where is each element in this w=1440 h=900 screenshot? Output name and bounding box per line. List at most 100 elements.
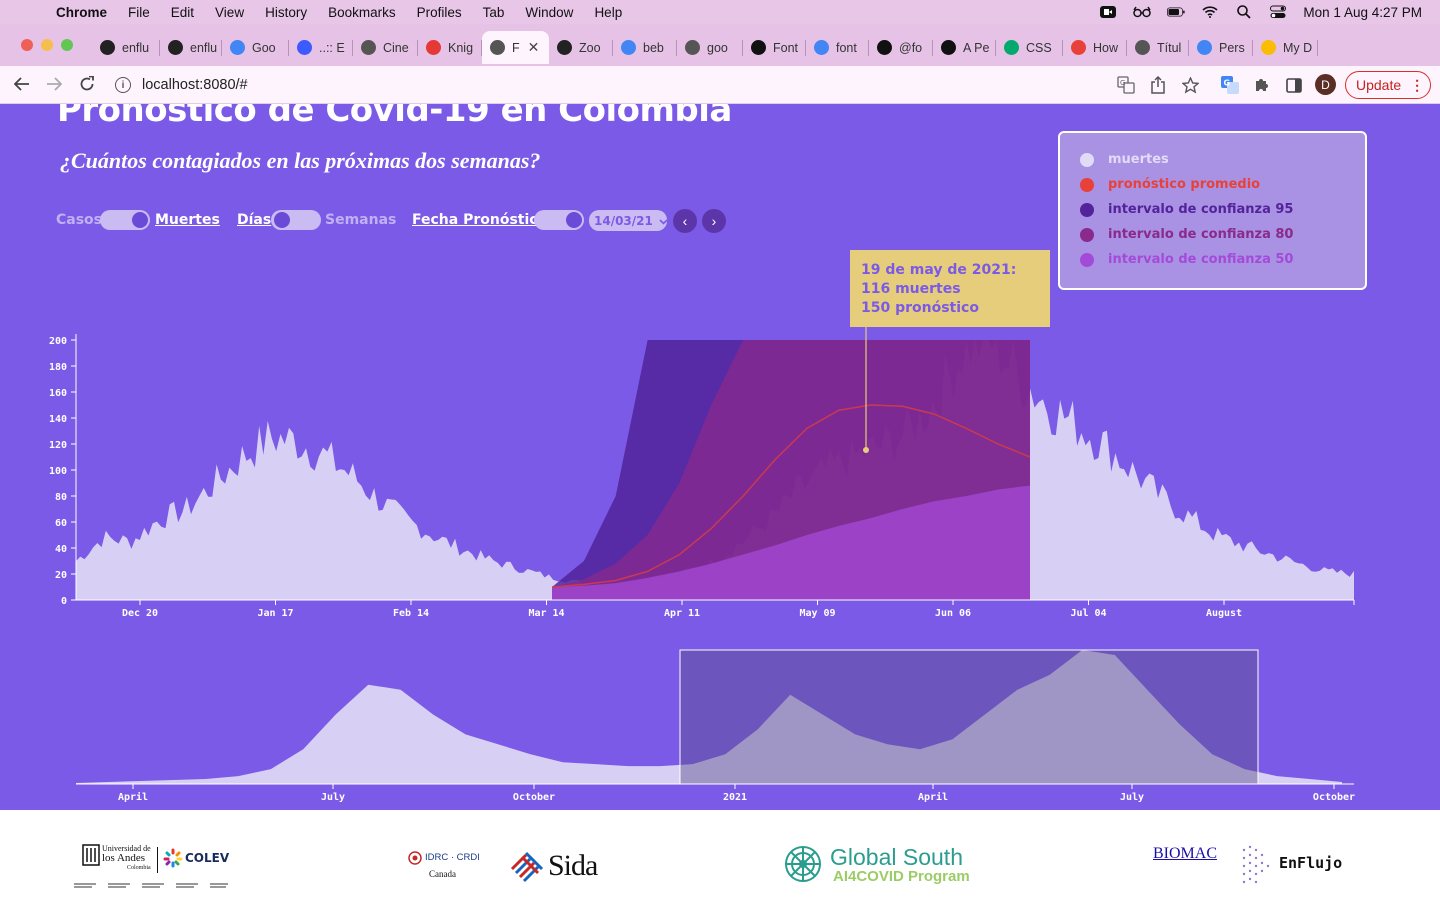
more-menu-icon[interactable]: ⋮ [1410,76,1425,93]
brush-chart[interactable]: April July October 2021 April July October [0,104,1440,810]
legend-label: intervalo de confianza 50 [1108,252,1294,267]
m-icon [877,40,892,55]
tab-5[interactable]: Knig [418,31,482,64]
browser-toolbar: i localhost:8080/# G G D Update ⋮ [0,66,1440,104]
previous-date-button[interactable]: ‹ [673,209,697,233]
tab-18[interactable]: My D [1253,31,1318,64]
menu-view[interactable]: View [215,4,245,20]
tooltip-point [863,447,869,453]
window-close-button[interactable] [21,39,33,51]
legend-item-ci95[interactable]: intervalo de confianza 95 [1080,202,1293,217]
update-button[interactable]: Update ⋮ [1345,71,1431,99]
address-url[interactable]: localhost:8080/# [142,77,248,93]
google-translate-extension-icon[interactable]: G [1220,75,1240,95]
legend-dot [1080,202,1094,217]
fecha-pronostico-label[interactable]: Fecha Pronóstico [412,212,548,228]
menu-bookmarks[interactable]: Bookmarks [328,4,396,20]
address-bar[interactable]: i localhost:8080/# [108,71,1212,99]
battery-icon[interactable] [1167,5,1186,19]
menu-tab[interactable]: Tab [482,4,505,20]
menu-history[interactable]: History [265,4,308,20]
tab-1[interactable]: enflu [160,31,222,64]
y-tick-label: 0 [61,596,67,607]
window-minimize-button[interactable] [41,39,53,51]
next-date-button[interactable]: › [702,209,726,233]
tab-close-icon[interactable]: ✕ [527,39,540,55]
profile-avatar[interactable]: D [1315,74,1336,95]
tab-label: Knig [448,40,474,55]
tooltip-pronostico: 150 pronóstico [861,300,979,316]
share-icon[interactable] [1148,75,1168,95]
google-icon [1197,40,1212,55]
window-zoom-button[interactable] [61,39,73,51]
grid-icon [297,40,312,55]
tab-0[interactable]: enflu [92,31,160,64]
browser-tab-strip: enflu enflu Goo..:: E Cine Knig F ✕ Zoo beb goo Fo… [0,24,1440,84]
tab-7[interactable]: Zoo [549,31,613,64]
menu-profiles[interactable]: Profiles [416,4,462,20]
legend-item-ci50[interactable]: intervalo de confianza 50 [1080,252,1293,267]
tab-4[interactable]: Cine [353,31,418,64]
muertes-label[interactable]: Muertes [155,212,220,228]
tab-label: @fo [899,40,923,55]
reload-button[interactable] [76,73,98,95]
uniandes-name: Universidad de [102,844,151,853]
extensions-puzzle-icon[interactable] [1252,75,1272,95]
menu-edit[interactable]: Edit [170,4,195,20]
tab-2[interactable]: Goo [222,31,289,64]
google-icon [814,40,829,55]
tab-3[interactable]: ..:: E [289,31,353,64]
wifi-icon[interactable] [1201,5,1219,19]
forecast-date-select[interactable]: 14/03/21 [589,210,668,231]
svg-text:G: G [1224,79,1231,88]
tab-15[interactable]: How [1063,31,1127,64]
tab-9[interactable]: goo [677,31,743,64]
tab-13[interactable]: A Pe [933,31,996,64]
fecha-pronostico-toggle[interactable] [534,210,584,230]
dias-label[interactable]: Días [237,212,272,228]
camera-icon[interactable] [1099,5,1117,19]
tab-label: beb [643,40,664,55]
tab-separator [612,40,613,56]
legend-item-ci80[interactable]: intervalo de confianza 80 [1080,227,1293,242]
tab-label: A Pe [963,40,990,55]
dias-semanas-toggle[interactable] [271,210,321,230]
side-panel-icon[interactable] [1284,75,1304,95]
tab-12[interactable]: @fo [869,31,933,64]
tab-6[interactable]: F ✕ [482,31,549,64]
forecast-chart[interactable]: 0 20 40 60 80 100 120 140 160 180 200 Dec 20 Jan 17 F… [0,104,1440,624]
tab-separator [288,40,289,56]
menu-window[interactable]: Window [525,4,574,20]
tab-16[interactable]: Títul [1127,31,1189,64]
tab-8[interactable]: beb [613,31,677,64]
menu-file[interactable]: File [128,4,150,20]
biomac-link[interactable]: BIOMAC [1153,845,1218,862]
back-button[interactable] [11,73,33,95]
casos-label[interactable]: Casos [56,212,103,228]
menu-app-chrome[interactable]: Chrome [56,4,108,20]
legend-item-pronostico[interactable]: pronóstico promedio [1080,177,1260,192]
site-info-icon[interactable]: i [115,77,131,93]
menubar-clock[interactable]: Mon 1 Aug 4:27 PM [1303,4,1422,20]
control-center-icon[interactable] [1269,5,1287,19]
y-tick-label: 60 [55,518,67,529]
menu-help[interactable]: Help [594,4,623,20]
legend-item-muertes[interactable]: muertes [1080,152,1169,167]
forward-button[interactable] [43,73,65,95]
casos-muertes-toggle[interactable] [100,210,150,230]
bookmark-star-icon[interactable] [1180,75,1200,95]
tab-separator [159,40,160,56]
x-tick-label: Jan 17 [257,608,293,619]
tab-17[interactable]: Pers [1189,31,1253,64]
legend-dot [1080,177,1094,192]
legend-dot [1080,227,1094,242]
spotlight-search-icon[interactable] [1235,5,1253,19]
glasses-icon[interactable] [1133,5,1152,19]
tab-11[interactable]: font [806,31,869,64]
tab-14[interactable]: CSS [996,31,1063,64]
legend-label: muertes [1108,152,1169,167]
semanas-label[interactable]: Semanas [325,212,397,228]
translate-icon[interactable]: G [1116,75,1136,95]
tab-10[interactable]: Font [743,31,806,64]
tab-label: Zoo [579,40,601,55]
